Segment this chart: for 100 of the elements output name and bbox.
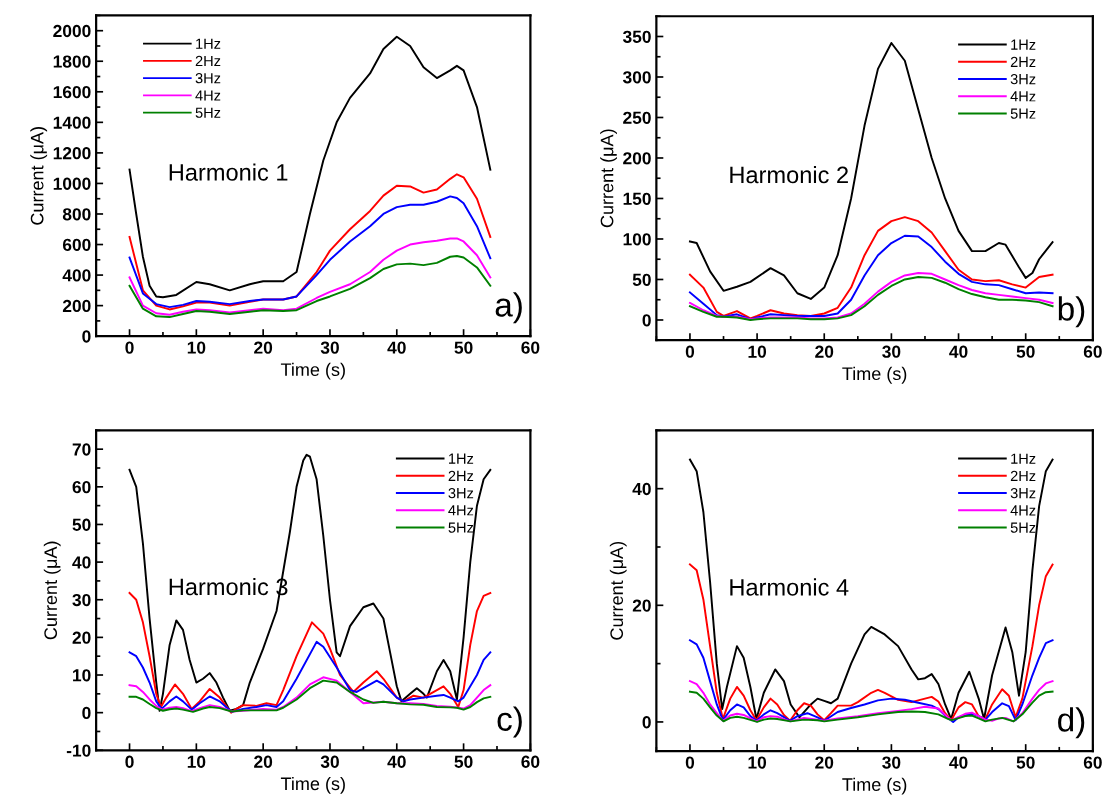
annotation: c) (497, 706, 522, 738)
y-axis-title: Current (μA) (30, 127, 48, 225)
y-axis-title: Current (μA) (600, 129, 617, 228)
x-tick-label: 10 (187, 755, 206, 768)
y-tick-label: 40 (72, 556, 91, 569)
legend-label: 3Hz (1010, 487, 1036, 499)
annotation: Harmonic 1 (169, 163, 288, 181)
x-tick-label: 40 (387, 755, 406, 768)
x-tick-label: 30 (882, 345, 901, 358)
x-tick-label: 30 (882, 756, 901, 769)
x-tick-label: 20 (815, 756, 834, 769)
line-series (128, 35, 492, 299)
y-axis-title: Current (μA) (43, 541, 61, 640)
line-series (128, 255, 492, 319)
x-tick-label: 20 (254, 755, 273, 768)
line-series (688, 563, 1054, 722)
legend-label: 1Hz (196, 38, 221, 49)
x-tick-label: 0 (685, 345, 695, 358)
y-tick-label: 40 (632, 482, 651, 496)
x-axis-title: Time (s) (842, 366, 907, 384)
legend-label: 4Hz (448, 505, 474, 516)
x-tick-label: 20 (815, 345, 834, 358)
legend-label: 1Hz (1011, 453, 1036, 464)
y-tick-label: 1200 (53, 147, 91, 160)
x-tick-label: 50 (1016, 756, 1035, 769)
line-series (128, 640, 492, 713)
x-tick-label: 50 (454, 341, 473, 354)
legend-label: 4Hz (1010, 505, 1036, 516)
y-tick-label: 150 (623, 192, 651, 205)
x-tick-label: 0 (125, 755, 134, 768)
x-tick-label: 40 (949, 756, 968, 769)
x-axis-title: Time (s) (842, 777, 907, 795)
y-tick-label: 50 (72, 518, 91, 531)
x-tick-label: 60 (521, 755, 540, 768)
legend-label: 2Hz (448, 470, 474, 481)
y-tick-label: 100 (623, 233, 651, 246)
y-tick-label: 250 (623, 111, 651, 124)
x-tick-label: 60 (1083, 756, 1102, 769)
legend-label: 4Hz (195, 90, 221, 101)
y-tick-label: 10 (73, 669, 91, 682)
x-axis-title: Time (s) (280, 776, 345, 794)
legend-label: 2Hz (1010, 56, 1036, 67)
x-tick-label: 60 (521, 341, 540, 354)
x-tick-label: 60 (1083, 345, 1102, 358)
x-axis-title: Time (s) (280, 362, 345, 380)
legend-label: 5Hz (195, 107, 221, 118)
x-tick-label: 0 (125, 341, 134, 354)
legend-label: 3Hz (448, 487, 474, 499)
legend-label: 4Hz (1010, 91, 1036, 102)
annotation: Harmonic 4 (730, 578, 849, 596)
annotation: Harmonic 2 (730, 165, 848, 184)
legend-label: 1Hz (449, 453, 474, 464)
line-series (688, 690, 1054, 723)
y-tick-label: 1400 (53, 116, 91, 129)
x-tick-label: 10 (748, 345, 767, 358)
line-series (688, 216, 1054, 320)
legend-label: 3Hz (195, 73, 221, 84)
y-tick-label: 200 (62, 299, 91, 313)
y-tick-label: 60 (72, 480, 91, 494)
legend-label: 2Hz (1010, 470, 1036, 481)
y-tick-label: 200 (623, 152, 651, 165)
x-tick-label: 20 (254, 341, 273, 354)
y-tick-label: 600 (62, 238, 91, 251)
x-tick-label: 30 (320, 755, 339, 768)
y-tick-label: 20 (632, 599, 651, 612)
line-series (688, 234, 1054, 321)
y-tick-label: 0 (82, 330, 91, 343)
y-tick-label: 0 (642, 716, 651, 729)
annotation: a) (495, 292, 522, 324)
x-tick-label: 50 (454, 755, 473, 768)
y-tick-label: 350 (622, 30, 651, 43)
y-tick-label: 1600 (53, 85, 91, 99)
y-tick-label: 1000 (53, 177, 91, 190)
y-tick-label: 1800 (53, 55, 91, 68)
line-series (688, 680, 1054, 723)
annotation: b) (1058, 296, 1085, 328)
legend-label: 5Hz (1010, 522, 1036, 533)
x-tick-label: 40 (949, 345, 968, 358)
y-tick-label: 2000 (53, 24, 91, 38)
y-axis-title: Current (μA) (609, 542, 627, 640)
line-series (128, 453, 492, 712)
y-tick-label: 0 (82, 706, 91, 720)
legend-label: 5Hz (1010, 108, 1036, 119)
x-tick-label: 40 (387, 341, 406, 354)
y-tick-label: 300 (622, 71, 651, 84)
y-tick-label: 30 (72, 593, 91, 607)
y-tick-label: 400 (62, 269, 91, 282)
annotation: d) (1058, 707, 1085, 739)
y-tick-label: 50 (632, 273, 651, 286)
y-tick-label: 70 (72, 443, 91, 456)
legend-label: 3Hz (1010, 73, 1036, 85)
y-tick-label: 20 (72, 631, 91, 644)
legend-label: 5Hz (448, 522, 474, 533)
legend-label: 2Hz (195, 55, 221, 66)
x-tick-label: 50 (1016, 345, 1035, 358)
y-tick-label: -10 (66, 744, 91, 757)
x-tick-label: 10 (748, 756, 767, 769)
line-series (688, 639, 1054, 723)
line-series (128, 195, 492, 309)
line-series (128, 237, 492, 316)
